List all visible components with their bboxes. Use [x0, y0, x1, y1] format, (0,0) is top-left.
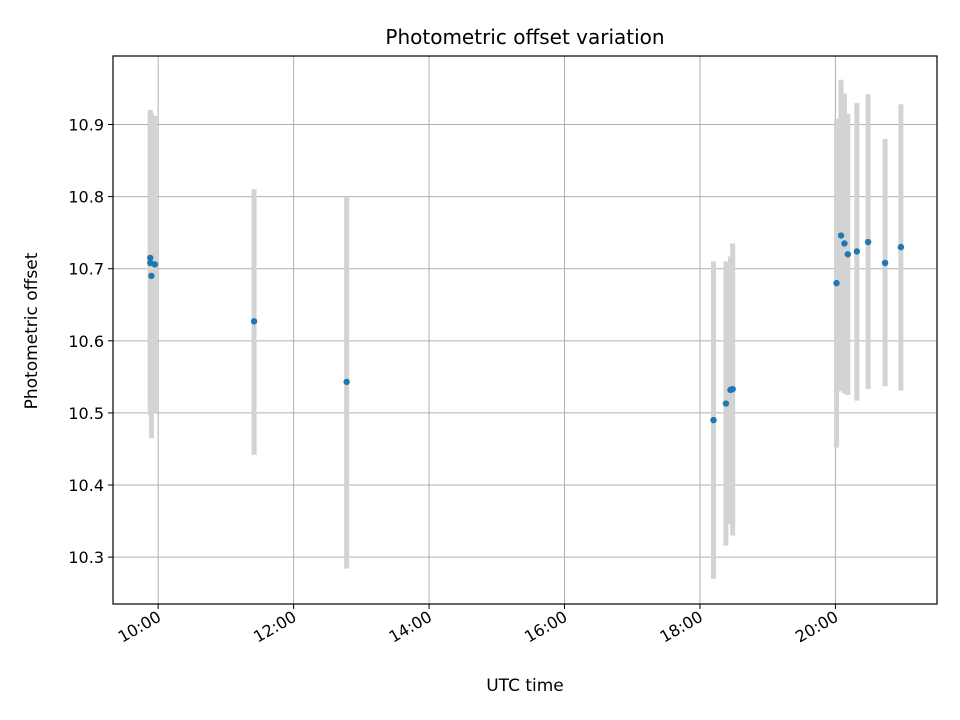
data-point	[722, 400, 730, 407]
data-point	[853, 248, 861, 255]
data-point	[841, 240, 848, 247]
data-point	[147, 254, 154, 262]
data-point	[844, 251, 852, 258]
data-point	[837, 232, 845, 239]
data-point	[897, 243, 905, 251]
data-point	[729, 385, 736, 393]
data-point	[343, 378, 350, 386]
y-tick-label: 10.9	[68, 116, 104, 135]
y-axis: 10.3 10.4 10.5 10.6 10.7 10.8 10.9	[68, 116, 113, 567]
y-tick-label: 10.8	[68, 188, 104, 207]
y-tick-label: 10.6	[68, 332, 104, 351]
data-point	[151, 261, 158, 268]
y-tick-label: 10.4	[68, 476, 104, 495]
y-axis-label: Photometric offset	[22, 252, 42, 409]
data-point	[148, 272, 155, 280]
data-point	[881, 259, 889, 267]
y-tick-label: 10.3	[68, 548, 104, 567]
data-point	[833, 279, 840, 287]
data-point	[864, 238, 872, 246]
y-tick-label: 10.5	[68, 404, 104, 423]
data-point	[710, 416, 717, 424]
x-axis-label: UTC time	[486, 676, 564, 696]
y-tick-label: 10.7	[68, 260, 104, 279]
chart-title: Photometric offset variation	[385, 25, 664, 49]
data-point	[250, 318, 258, 325]
plot-frame	[112, 55, 938, 605]
data-points	[147, 232, 905, 424]
